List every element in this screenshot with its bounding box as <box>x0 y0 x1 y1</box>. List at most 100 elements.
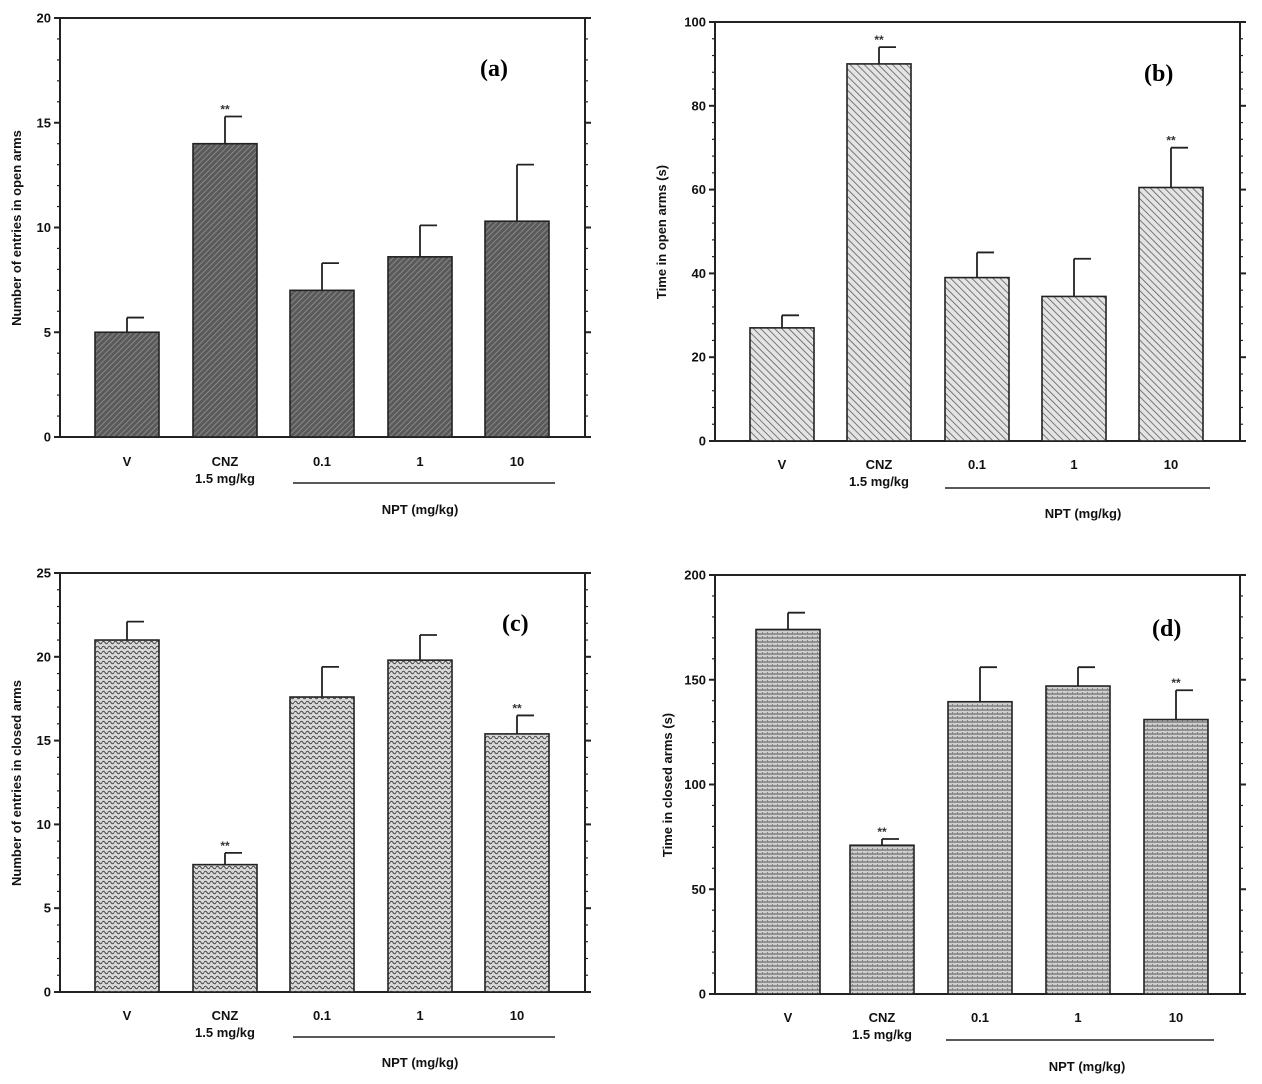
panel-c-bars: ** ** <box>94 620 550 993</box>
panel-d: (d) Time in closed arms (s) 0 50 100 150 200… <box>660 568 1246 1074</box>
category-label: 1 <box>1074 1010 1081 1025</box>
bar <box>289 289 355 438</box>
y-tick-label: 0 <box>699 987 706 1002</box>
panel-b-categories: V CNZ 1.5 mg/kg 0.1 1 10 NPT (mg/kg) <box>778 457 1210 521</box>
panel-c-y-axis-title: Number of entries in closed arms <box>9 680 24 886</box>
category-sublabel: 1.5 mg/kg <box>849 474 909 489</box>
significance-mark: ** <box>220 839 230 853</box>
panel-b-ticks: 0 20 40 60 80 100 <box>684 15 1246 449</box>
bar <box>755 628 821 995</box>
category-label: 10 <box>510 454 524 469</box>
category-sublabel: 1.5 mg/kg <box>195 471 255 486</box>
category-label: V <box>778 457 787 472</box>
panel-a: (a) Number of entries in open arms 0 5 10 1… <box>9 11 591 517</box>
bar <box>749 327 815 442</box>
group-label: NPT (mg/kg) <box>1045 506 1122 521</box>
bar <box>94 639 160 993</box>
y-tick-label: 20 <box>37 11 51 26</box>
significance-mark: ** <box>874 33 884 47</box>
y-tick-label: 200 <box>684 568 706 583</box>
panel-c-ticks: 0 5 10 15 20 25 <box>37 566 591 1000</box>
panel-d-bars: ** ** <box>755 611 1209 995</box>
y-tick-label: 15 <box>37 733 51 748</box>
significance-mark: ** <box>220 102 230 116</box>
panel-a-categories: V CNZ 1.5 mg/kg 0.1 1 10 NPT (mg/kg) <box>123 454 555 517</box>
y-tick-label: 10 <box>37 817 51 832</box>
y-tick-label: 0 <box>44 430 51 445</box>
y-tick-label: 25 <box>37 566 51 581</box>
category-label: CNZ <box>866 457 893 472</box>
panel-b: (b) Time in open arms (s) 0 20 40 60 80 100 *… <box>654 15 1246 521</box>
panel-d-ticks: 0 50 100 150 200 <box>684 568 1246 1002</box>
y-tick-label: 5 <box>44 325 51 340</box>
y-tick-label: 100 <box>684 15 706 30</box>
panel-a-label: (a) <box>480 56 508 82</box>
panel-c: (c) Number of entries in closed arms 0 5 1… <box>9 566 591 1070</box>
bar <box>387 659 453 993</box>
bar <box>947 700 1013 995</box>
category-label: V <box>123 454 132 469</box>
panel-a-y-axis-title: Number of entries in open arms <box>9 130 24 326</box>
bar <box>289 696 355 993</box>
category-label: 10 <box>1169 1010 1183 1025</box>
y-tick-label: 5 <box>44 901 51 916</box>
y-tick-label: 0 <box>699 434 706 449</box>
panel-a-ticks: 0 5 10 15 20 <box>37 11 591 445</box>
significance-mark: ** <box>1166 134 1176 148</box>
category-label: CNZ <box>212 1008 239 1023</box>
panel-d-label: (d) <box>1152 616 1181 642</box>
category-label: 0.1 <box>313 1008 331 1023</box>
category-label: 1 <box>1070 457 1077 472</box>
group-label: NPT (mg/kg) <box>1049 1059 1126 1074</box>
category-label: 0.1 <box>971 1010 989 1025</box>
y-tick-label: 100 <box>684 777 706 792</box>
category-label: 10 <box>1164 457 1178 472</box>
panel-b-y-axis-title: Time in open arms (s) <box>654 165 669 299</box>
significance-mark: ** <box>877 825 887 839</box>
y-tick-label: 150 <box>684 672 706 687</box>
y-tick-label: 0 <box>44 985 51 1000</box>
panel-b-bars: ** ** <box>749 33 1204 442</box>
bar <box>192 142 258 438</box>
y-tick-label: 60 <box>692 182 706 197</box>
significance-mark: ** <box>1171 676 1181 690</box>
panel-d-categories: V CNZ 1.5 mg/kg 0.1 1 10 NPT (mg/kg) <box>784 1010 1214 1074</box>
y-tick-label: 15 <box>37 115 51 130</box>
bar <box>192 863 258 993</box>
bar <box>94 331 160 438</box>
category-label: CNZ <box>212 454 239 469</box>
panel-c-label: (c) <box>502 611 529 637</box>
category-label: 1 <box>416 1008 423 1023</box>
bar <box>484 733 550 993</box>
significance-mark: ** <box>512 701 522 715</box>
panel-b-label: (b) <box>1144 61 1173 87</box>
category-label: V <box>123 1008 132 1023</box>
y-tick-label: 20 <box>692 350 706 365</box>
y-tick-label: 50 <box>692 882 706 897</box>
panel-d-y-axis-title: Time in closed arms (s) <box>660 713 675 857</box>
panel-c-categories: V CNZ 1.5 mg/kg 0.1 1 10 NPT (mg/kg) <box>123 1008 555 1070</box>
y-tick-label: 20 <box>37 649 51 664</box>
category-label: 10 <box>510 1008 524 1023</box>
bar <box>1041 295 1107 442</box>
bar <box>944 276 1010 442</box>
category-label: V <box>784 1010 793 1025</box>
y-tick-label: 10 <box>37 220 51 235</box>
category-label: 0.1 <box>968 457 986 472</box>
y-tick-label: 80 <box>692 98 706 113</box>
y-tick-label: 40 <box>692 266 706 281</box>
group-label: NPT (mg/kg) <box>382 502 459 517</box>
group-label: NPT (mg/kg) <box>382 1055 459 1070</box>
bar <box>484 220 550 438</box>
bar <box>387 256 453 438</box>
bar <box>1138 186 1204 442</box>
category-label: 1 <box>416 454 423 469</box>
category-sublabel: 1.5 mg/kg <box>195 1025 255 1040</box>
panel-a-bars: ** <box>94 102 550 438</box>
bar <box>849 844 915 995</box>
category-label: 0.1 <box>313 454 331 469</box>
bar <box>1143 718 1209 995</box>
bar <box>1045 685 1111 995</box>
category-sublabel: 1.5 mg/kg <box>852 1027 912 1042</box>
